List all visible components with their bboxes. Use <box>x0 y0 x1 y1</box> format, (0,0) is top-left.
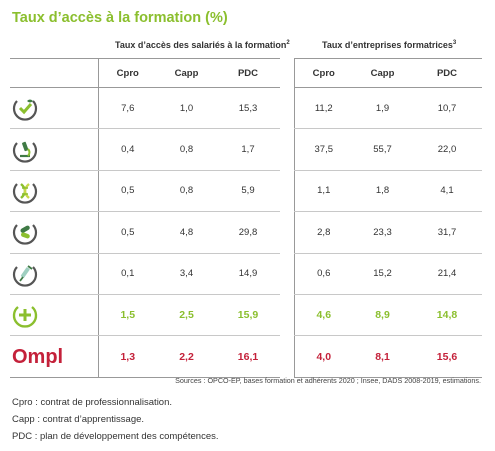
cell: 15,9 <box>216 294 280 337</box>
cell: 0,8 <box>157 170 216 213</box>
row-icon-cell <box>10 87 98 130</box>
col-gap <box>280 88 294 129</box>
cell: 7,6 <box>97 87 157 130</box>
cell: 0,1 <box>97 253 157 295</box>
cell: 10,7 <box>412 87 482 130</box>
cell: 16,1 <box>216 335 280 378</box>
cell: 1,1 <box>293 170 353 213</box>
cell: 5,9 <box>216 170 280 213</box>
cell: 31,7 <box>412 211 482 254</box>
cell: 1,5 <box>97 294 157 337</box>
cell: 29,8 <box>216 211 280 254</box>
col-header: Capp <box>353 58 412 88</box>
table-row: 0,5 0,8 5,9 1,1 1,8 4,1 <box>10 170 482 213</box>
cell: 15,3 <box>216 87 280 130</box>
cell: 23,3 <box>353 211 412 254</box>
check-leaf-icon <box>12 99 38 121</box>
table-row: 0,5 4,8 29,8 2,8 23,3 31,7 <box>10 211 482 254</box>
cell: 1,0 <box>157 87 216 130</box>
cell: 0,5 <box>97 170 157 213</box>
table-row-ompl: Ompl 1,3 2,2 16,1 4,0 8,1 15,6 <box>10 335 482 378</box>
cell: 0,5 <box>97 211 157 254</box>
cell: 55,7 <box>353 128 412 171</box>
cell: 1,8 <box>353 170 412 213</box>
cell: 0,8 <box>157 128 216 171</box>
cell: 1,7 <box>216 128 280 171</box>
cell: 14,8 <box>412 294 482 337</box>
cell: 2,2 <box>157 335 216 378</box>
col-gap <box>280 253 294 294</box>
cell: 8,9 <box>353 294 412 337</box>
cell: 0,4 <box>97 128 157 171</box>
cell: 2,8 <box>293 211 353 254</box>
cell: 4,0 <box>293 335 353 378</box>
col-gap <box>280 294 294 335</box>
cell: 1,9 <box>353 87 412 130</box>
cell: 11,2 <box>293 87 353 130</box>
table-row: 0,1 3,4 14,9 0,6 15,2 21,4 <box>10 253 482 295</box>
page-title: Taux d’accès à la formation (%) <box>12 10 228 26</box>
col-gap <box>280 336 294 377</box>
row-icon-cell <box>10 253 98 295</box>
cell: 8,1 <box>353 335 412 378</box>
microscope-icon <box>12 141 38 163</box>
cell: 0,6 <box>293 253 353 295</box>
header-icon-cell <box>10 58 98 88</box>
col-header: Cpro <box>97 58 157 88</box>
col-header: Cpro <box>293 58 353 88</box>
col-gap <box>280 59 294 88</box>
cell: 22,0 <box>412 128 482 171</box>
sources-note: Sources : OPCO-EP, bases formation et ad… <box>175 376 481 385</box>
row-icon-cell <box>10 294 98 337</box>
header-row: Cpro Capp PDC Cpro Capp PDC <box>10 58 482 88</box>
group-header-entreprises: Taux d’entreprises formatrices3 <box>322 40 456 50</box>
col-header: PDC <box>412 58 482 88</box>
cell: 21,4 <box>412 253 482 295</box>
row-icon-cell <box>10 128 98 171</box>
cell: 4,8 <box>157 211 216 254</box>
cell: 2,5 <box>157 294 216 337</box>
ompl-logo-text: Ompl <box>12 346 63 368</box>
row-icon-cell <box>10 170 98 213</box>
plus-circle-icon <box>12 306 38 328</box>
cell: 4,1 <box>412 170 482 213</box>
cell: 15,6 <box>412 335 482 378</box>
cell: 37,5 <box>293 128 353 171</box>
col-gap <box>280 129 294 170</box>
ompl-logo: Ompl <box>12 346 63 368</box>
cell: 15,2 <box>353 253 412 295</box>
table-row: 7,6 1,0 15,3 11,2 1,9 10,7 <box>10 87 482 130</box>
syringe-icon <box>12 265 38 287</box>
col-header: Capp <box>157 58 216 88</box>
row-logo-cell: Ompl <box>10 335 98 378</box>
dna-icon <box>12 183 38 204</box>
legend-capp: Capp : contrat d’apprentissage. <box>12 414 145 425</box>
footnote-3: 3 <box>452 40 457 46</box>
col-gap <box>280 170 294 211</box>
col-header: PDC <box>216 58 280 88</box>
group-header-salaries: Taux d’accès des salariés à la formation… <box>115 40 290 50</box>
group-header-salaries-label: Taux d’accès des salariés à la formation <box>115 40 287 50</box>
data-table: Cpro Capp PDC Cpro Capp PDC 7,6 1,0 15,3… <box>10 58 482 378</box>
group-header-entreprises-label: Taux d’entreprises formatrices <box>322 40 453 50</box>
row-icon-cell <box>10 211 98 254</box>
legend-cpro: Cpro : contrat de professionnalisation. <box>12 397 173 408</box>
col-gap <box>280 212 294 253</box>
table-row: 0,4 0,8 1,7 37,5 55,7 22,0 <box>10 128 482 171</box>
cell: 3,4 <box>157 253 216 295</box>
cell: 14,9 <box>216 253 280 295</box>
cell: 1,3 <box>97 335 157 378</box>
capsules-icon <box>12 224 38 245</box>
legend-pdc: PDC : plan de développement des compéten… <box>12 431 219 442</box>
cell: 4,6 <box>293 294 353 337</box>
footnote-2: 2 <box>286 40 290 46</box>
table-row-total-sector: 1,5 2,5 15,9 4,6 8,9 14,8 <box>10 294 482 337</box>
